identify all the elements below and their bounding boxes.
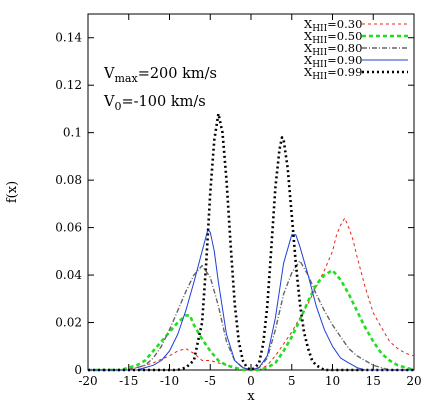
series-line-4 [88, 229, 414, 371]
legend-label: XHII=0.99 [304, 65, 362, 82]
y-tick-label: 0.04 [55, 268, 82, 282]
legend-label: XHII=0.80 [304, 41, 362, 58]
x-axis-label: x [247, 389, 255, 404]
legend: XHII=0.30XHII=0.50XHII=0.80XHII=0.90XHII… [304, 17, 408, 82]
x-tick-label: -5 [204, 374, 216, 388]
x-tick-label: -20 [78, 374, 97, 388]
v0-annotation: V0=-100 km/s [103, 94, 206, 113]
y-tick-label: 0.1 [63, 126, 82, 140]
vmax-annotation: Vmax=200 km/s [103, 66, 217, 85]
x-tick-label: 5 [288, 374, 296, 388]
series-line-3 [88, 260, 414, 371]
y-tick-label: 0.12 [55, 78, 82, 92]
legend-label: XHII=0.30 [304, 17, 362, 34]
y-tick-label: 0 [74, 363, 82, 377]
y-tick-label: 0.08 [55, 173, 82, 187]
x-tick-label: 0 [247, 374, 255, 388]
x-tick-label: 10 [325, 374, 340, 388]
x-tick-label: -15 [119, 374, 138, 388]
x-tick-label: 15 [366, 374, 381, 388]
y-axis-label: f(x) [5, 181, 20, 203]
axis-ticks: -20 -15 -10 -5 0 5 10 15 20 0 0.02 0.04 0.06 0.08 0.1 0… [55, 14, 422, 388]
series-line-5 [88, 112, 414, 372]
y-tick-label: 0.14 [55, 31, 82, 45]
x-tick-label: 20 [406, 374, 421, 388]
y-tick-label: 0.02 [55, 316, 82, 330]
y-tick-label: 0.06 [55, 221, 82, 235]
x-tick-label: -10 [160, 374, 179, 388]
series-line-1 [88, 217, 415, 371]
series-layer [88, 112, 415, 372]
series-line-2 [88, 269, 415, 372]
legend-label: XHII=0.90 [304, 53, 362, 70]
legend-label: XHII=0.50 [304, 29, 362, 46]
